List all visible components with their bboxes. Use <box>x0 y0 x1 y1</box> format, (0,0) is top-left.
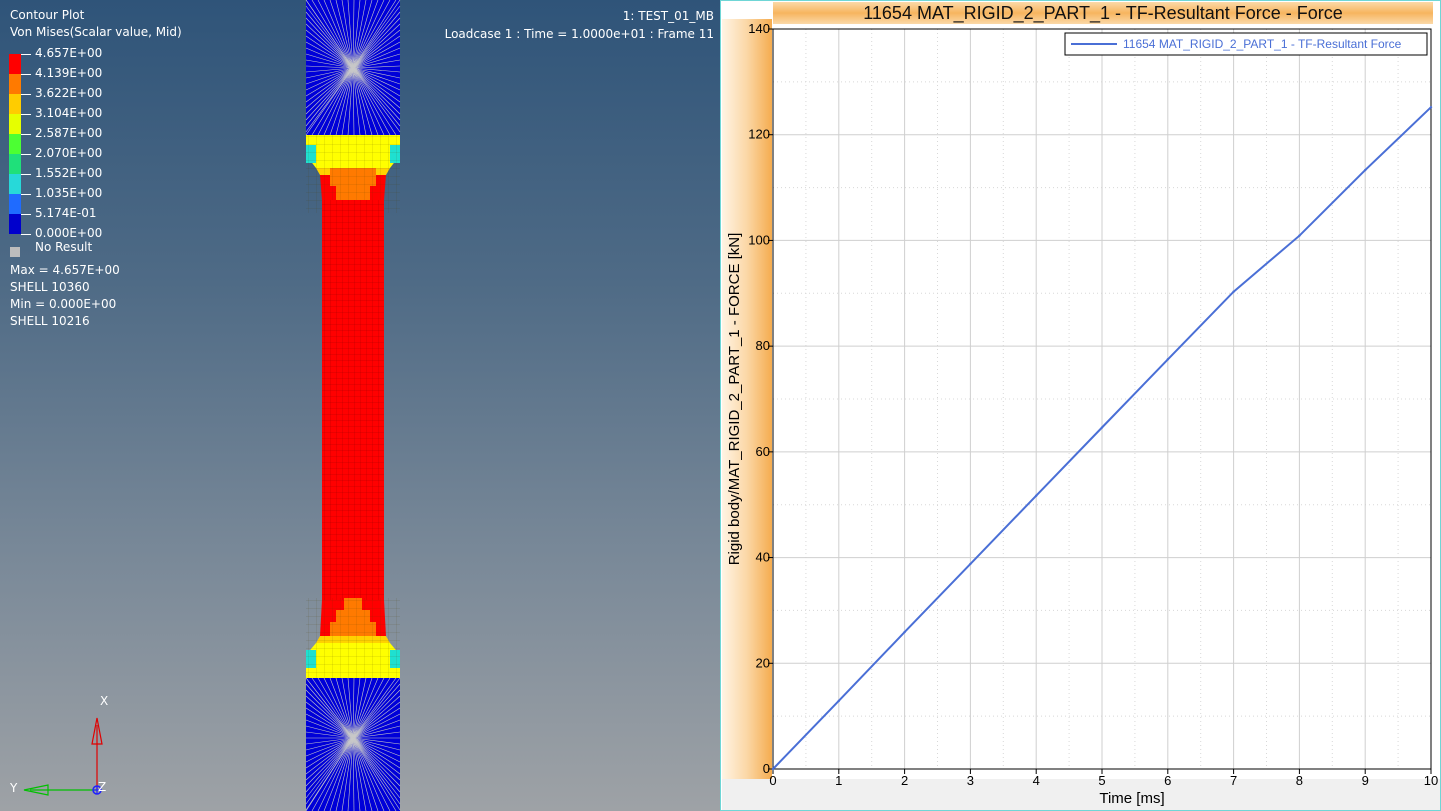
x-tick-label: 9 <box>1362 773 1369 788</box>
legend-swatch <box>9 74 21 94</box>
legend-swatch <box>9 54 21 74</box>
legend-swatch <box>9 174 21 194</box>
no-result-swatch <box>10 247 20 257</box>
x-tick-label: 6 <box>1164 773 1171 788</box>
y-tick-label: 60 <box>756 444 770 459</box>
model-name: 1: TEST_01_MB <box>622 9 714 23</box>
x-axis-band <box>722 779 1440 810</box>
min-element: SHELL 10216 <box>10 314 90 328</box>
triad-x-label: X <box>100 694 108 708</box>
legend-label: 5.174E-01 <box>35 206 97 220</box>
legend-tick <box>21 74 31 75</box>
legend-swatch <box>9 114 21 134</box>
x-tick-label: 10 <box>1424 773 1438 788</box>
legend-tick <box>21 234 31 235</box>
x-tick-label: 4 <box>1033 773 1040 788</box>
loadcase-info: Loadcase 1 : Time = 1.0000e+01 : Frame 1… <box>444 27 714 41</box>
x-tick-label: 3 <box>967 773 974 788</box>
legend-tick <box>21 54 31 55</box>
contour-viewport[interactable]: Contour Plot Von Mises(Scalar value, Mid… <box>0 0 720 811</box>
legend-title-line2: Von Mises(Scalar value, Mid) <box>10 25 182 39</box>
legend-tick <box>21 214 31 215</box>
min-value: Min = 0.000E+00 <box>10 297 117 311</box>
y-axis-title: Rigid body/MAT_RIGID_2_PART_1 - FORCE [k… <box>726 233 743 566</box>
x-tick-label: 1 <box>835 773 842 788</box>
max-element: SHELL 10360 <box>10 280 90 294</box>
y-tick-label: 0 <box>763 761 770 776</box>
legend-label: 4.139E+00 <box>35 66 103 80</box>
max-value: Max = 4.657E+00 <box>10 263 120 277</box>
legend-label: 1.035E+00 <box>35 186 103 200</box>
x-tick-label: 7 <box>1230 773 1237 788</box>
plot-title[interactable]: 11654 MAT_RIGID_2_PART_1 - TF-Resultant … <box>773 2 1433 24</box>
chart-legend[interactable]: 11654 MAT_RIGID_2_PART_1 - TF-Resultant … <box>1064 32 1428 56</box>
axis-triad: X Y Z <box>9 694 108 796</box>
legend-tick <box>21 154 31 155</box>
legend-series-label: 11654 MAT_RIGID_2_PART_1 - TF-Resultant … <box>1123 37 1402 51</box>
plot-window[interactable]: 11654 MAT_RIGID_2_PART_1 - TF-Resultant … <box>720 0 1441 811</box>
triad-y-label: Y <box>9 781 18 795</box>
model-info: 1: TEST_01_MB Loadcase 1 : Time = 1.0000… <box>445 7 714 43</box>
legend-label: 3.622E+00 <box>35 86 103 100</box>
tensile-specimen-mesh[interactable] <box>300 0 406 811</box>
triad-z-label: Z <box>98 780 106 794</box>
y-tick-label: 140 <box>748 21 770 36</box>
bottom-grip-fan-lines <box>305 677 401 811</box>
legend-label: 1.552E+00 <box>35 166 103 180</box>
legend-label: 0.000E+00 <box>35 226 103 240</box>
top-grip-fan-lines <box>305 0 401 136</box>
legend-tick <box>21 194 31 195</box>
no-result-label: No Result <box>35 240 93 254</box>
contour-stats: Max = 4.657E+00 SHELL 10360 Min = 0.000E… <box>10 262 120 330</box>
legend-swatch <box>9 154 21 174</box>
legend-label: 2.587E+00 <box>35 126 103 140</box>
legend-title: Contour Plot Von Mises(Scalar value, Mid… <box>10 7 182 41</box>
x-tick-label: 0 <box>769 773 776 788</box>
legend-tick <box>21 114 31 115</box>
x-tick-label: 5 <box>1098 773 1105 788</box>
y-axis-band <box>722 19 772 779</box>
legend-label: 2.070E+00 <box>35 146 103 160</box>
x-axis-title: Time [ms] <box>1099 790 1164 807</box>
legend-tick <box>21 134 31 135</box>
y-tick-label: 40 <box>756 550 770 565</box>
x-tick-label: 2 <box>901 773 908 788</box>
y-tick-label: 120 <box>748 127 770 142</box>
y-tick-label: 80 <box>756 338 770 353</box>
legend-label: 4.657E+00 <box>35 46 103 60</box>
legend-swatch <box>9 194 21 214</box>
x-tick-label: 8 <box>1296 773 1303 788</box>
legend-title-line1: Contour Plot <box>10 8 85 22</box>
legend-swatch <box>9 214 21 234</box>
legend-tick <box>21 94 31 95</box>
series-line-resultant-force[interactable] <box>772 106 1432 770</box>
legend-swatch <box>9 134 21 154</box>
legend-label: 3.104E+00 <box>35 106 103 120</box>
legend-tick <box>21 174 31 175</box>
y-tick-label: 20 <box>756 655 770 670</box>
y-tick-label: 100 <box>748 232 770 247</box>
legend-swatch <box>9 94 21 114</box>
